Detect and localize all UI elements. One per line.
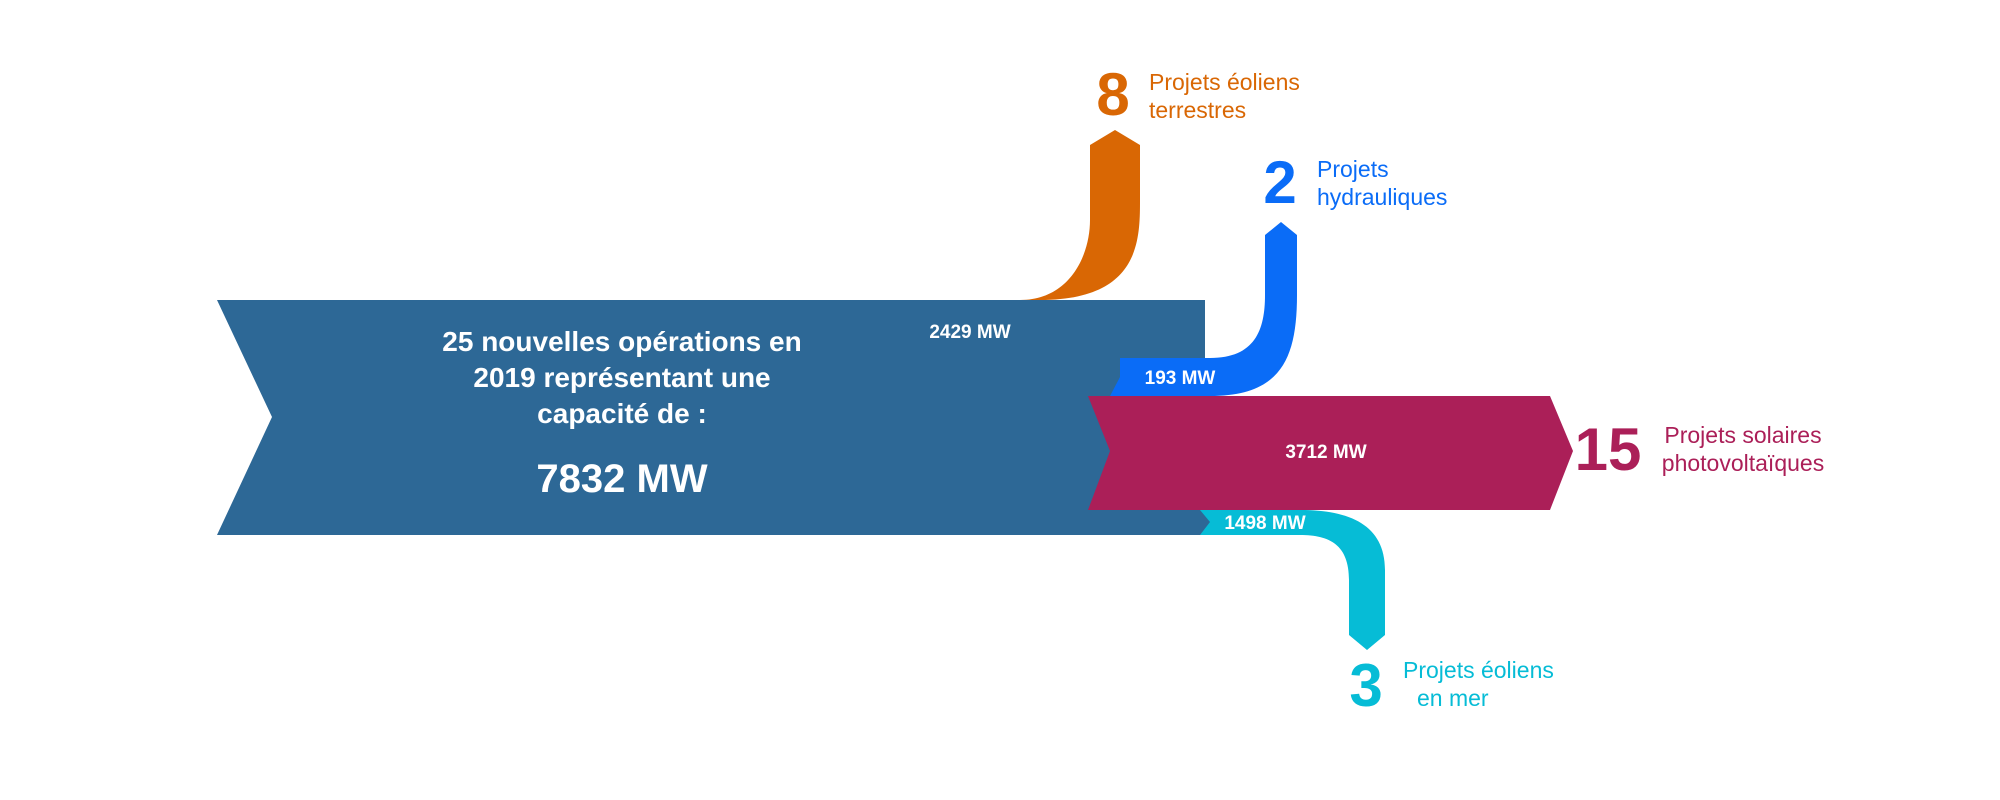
offshore-wind-label-line-1: Projets éoliens [1403, 657, 1554, 683]
main-flow-arrow [217, 300, 1225, 535]
hydro-mw: 193 MW [1145, 368, 1216, 389]
offshore-wind-count: 3 [1349, 652, 1382, 719]
solar-flow [1088, 396, 1573, 510]
onshore-wind-label-line-1: Projets éoliens [1149, 69, 1300, 95]
solar-label-line-2: photovoltaïques [1662, 450, 1824, 476]
offshore-wind-flow [1200, 510, 1385, 650]
main-description-line-2: 2019 représentant une [473, 362, 770, 393]
hydro-count: 2 [1263, 149, 1296, 216]
main-description-line-3: capacité de : [537, 398, 707, 429]
onshore-wind-mw: 2429 MW [929, 322, 1010, 343]
solar-label-line-1: Projets solaires [1664, 422, 1821, 448]
hydro-label-line-1: Projets [1317, 156, 1389, 182]
solar-mw: 3712 MW [1285, 442, 1366, 463]
hydro-label-line-2: hydrauliques [1317, 184, 1447, 210]
main-description-line-1: 25 nouvelles opérations en [442, 326, 801, 357]
onshore-wind-count: 8 [1096, 61, 1129, 128]
solar-count: 15 [1575, 416, 1642, 483]
total-capacity: 7832 MW [536, 457, 707, 501]
hydro-flow [1110, 222, 1297, 396]
onshore-wind-label-line-2: terrestres [1149, 97, 1246, 123]
offshore-wind-label-line-2: en mer [1417, 685, 1489, 711]
offshore-wind-mw: 1498 MW [1224, 513, 1305, 534]
